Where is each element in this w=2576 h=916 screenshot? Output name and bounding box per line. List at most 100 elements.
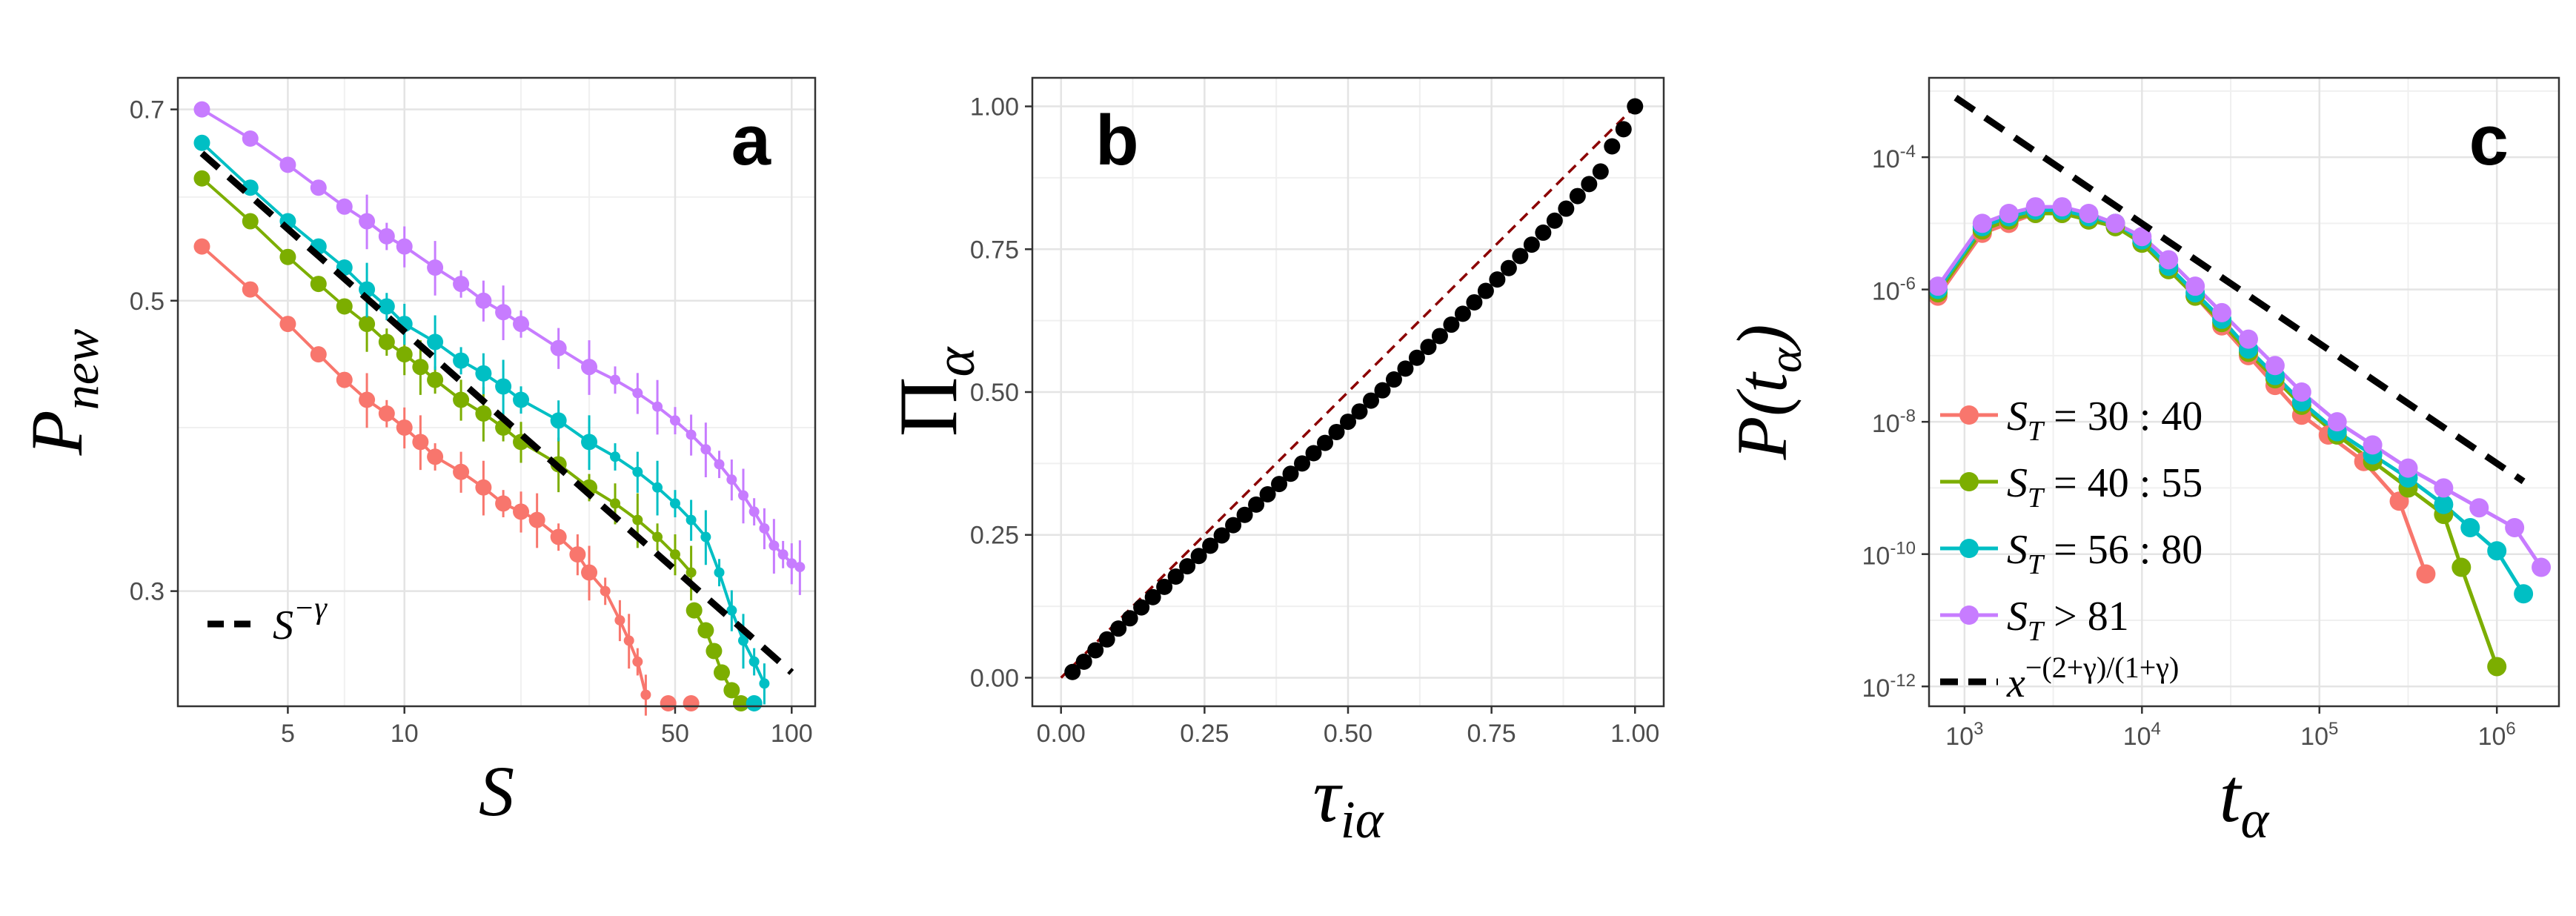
data-point xyxy=(396,419,413,436)
data-point xyxy=(706,643,723,660)
data-point xyxy=(1477,282,1494,299)
data-point xyxy=(683,695,700,711)
data-point xyxy=(378,298,395,315)
data-point xyxy=(2514,584,2534,604)
data-point xyxy=(1190,548,1207,565)
panel-a: 0.3 0.5 0.7 5 10 50 100 S Pnew a S−γ xyxy=(16,76,817,831)
data-point xyxy=(748,656,760,667)
y-tick-label: 10-10 xyxy=(1862,539,1916,571)
reference-power-law-line xyxy=(199,150,794,675)
x-tick-label: 0.50 xyxy=(1324,720,1372,748)
data-point xyxy=(513,391,530,408)
plot-frame xyxy=(1928,76,2560,708)
data-point xyxy=(2532,557,2552,577)
data-point xyxy=(737,635,748,646)
panel-label: c xyxy=(2469,101,2509,180)
legend-label: S−γ xyxy=(273,591,328,648)
data-point xyxy=(279,316,296,333)
legend-label: x−(2+γ)/(1+γ) xyxy=(2006,651,2179,706)
data-point xyxy=(1569,187,1586,205)
reference-power-law-line xyxy=(1953,95,2526,485)
x-tick-label: 0.25 xyxy=(1180,720,1229,748)
data-point xyxy=(2265,356,2285,376)
data-point xyxy=(1523,236,1540,253)
data-point xyxy=(1098,631,1115,648)
data-point xyxy=(359,391,376,408)
data-point xyxy=(581,359,598,376)
legend-key-point xyxy=(1959,605,1979,625)
data-point xyxy=(453,463,470,480)
data-point xyxy=(700,531,711,542)
data-point xyxy=(714,567,725,578)
data-point xyxy=(759,522,770,534)
data-point xyxy=(669,498,680,509)
data-point xyxy=(1156,578,1173,595)
data-point xyxy=(1581,176,1598,193)
reference-diagonal-line xyxy=(1060,105,1636,679)
data-point xyxy=(2327,412,2347,432)
y-axis-label: Pnew xyxy=(16,329,109,457)
legend-label: ST > 81 xyxy=(2007,594,2129,647)
y-tick-label: 10-4 xyxy=(1872,142,1916,173)
data-point xyxy=(242,213,259,230)
data-point xyxy=(453,352,470,369)
data-point xyxy=(495,495,512,512)
data-point xyxy=(427,448,444,465)
data-point xyxy=(1075,653,1092,670)
plot-frame xyxy=(176,76,817,708)
data-point xyxy=(396,238,413,255)
data-point xyxy=(427,259,444,276)
x-axis-label: τiα xyxy=(1312,753,1384,849)
data-point xyxy=(1271,476,1288,493)
data-point xyxy=(359,213,376,230)
data-point xyxy=(2434,494,2454,514)
data-point xyxy=(1408,349,1425,366)
data-point xyxy=(2363,435,2383,455)
data-point xyxy=(378,333,395,351)
data-point xyxy=(427,333,444,351)
data-point xyxy=(1443,316,1460,333)
data-point xyxy=(669,415,680,426)
data-point xyxy=(1167,568,1184,585)
x-tick-label: 5 xyxy=(281,720,295,748)
x-axis-label: tα xyxy=(2220,753,2270,849)
data-point xyxy=(2434,478,2454,498)
data-point xyxy=(769,540,780,551)
data-point xyxy=(1248,496,1265,513)
data-point xyxy=(495,378,512,395)
panel-b: 0.00 0.25 0.50 0.75 1.00 0.00 0.25 0.50 0.75 1.00… xyxy=(883,76,1665,849)
data-point xyxy=(396,346,413,363)
data-point xyxy=(794,562,806,573)
data-point xyxy=(581,434,598,451)
data-point xyxy=(242,281,259,298)
data-point xyxy=(1558,200,1575,217)
data-point xyxy=(310,346,327,363)
data-point xyxy=(336,198,353,215)
data-point xyxy=(746,695,763,711)
data-point xyxy=(686,429,697,440)
data-point xyxy=(610,451,621,462)
data-point xyxy=(569,546,586,563)
data-point xyxy=(640,689,651,700)
data-point xyxy=(1362,392,1379,409)
data-point xyxy=(2105,213,2125,233)
data-point xyxy=(1305,445,1322,462)
data-point xyxy=(1328,423,1345,440)
x-tick-label: 100 xyxy=(771,720,813,748)
data-point xyxy=(1627,98,1644,115)
data-point xyxy=(2416,564,2436,584)
data-point xyxy=(737,490,748,501)
data-point xyxy=(310,276,327,293)
data-point xyxy=(1972,213,1992,233)
data-point xyxy=(193,134,210,151)
legend-key-point xyxy=(1959,405,1979,425)
legend-label: ST = 30 : 40 xyxy=(2007,394,2202,447)
data-point xyxy=(359,316,376,333)
panel-label: b xyxy=(1095,101,1139,180)
data-point xyxy=(713,664,730,681)
data-point xyxy=(610,374,621,385)
data-point xyxy=(1397,360,1414,377)
data-point xyxy=(786,558,797,569)
data-point xyxy=(1202,537,1219,554)
data-point xyxy=(2487,541,2507,561)
